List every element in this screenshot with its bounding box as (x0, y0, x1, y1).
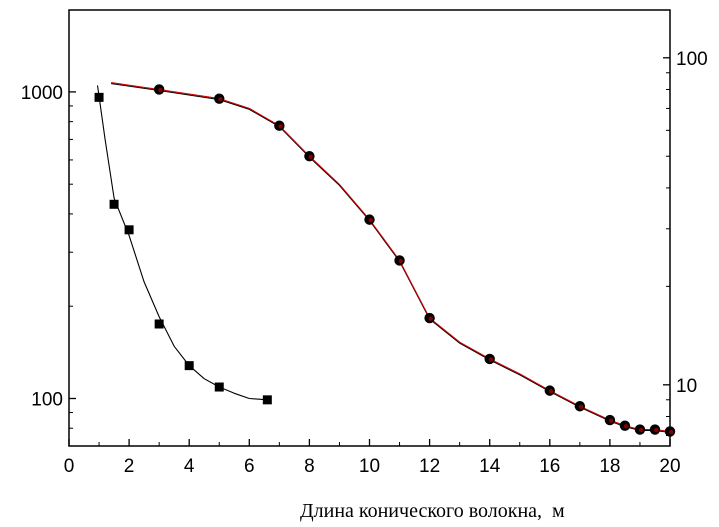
circle-marker-highlight (638, 427, 644, 433)
circle-marker-highlight (653, 427, 659, 433)
x-tick-label: 8 (304, 456, 315, 477)
circle-marker-highlight (578, 404, 584, 410)
circle-marker-highlight (623, 424, 629, 429)
circle-marker-highlight (398, 258, 403, 264)
series-1-shadow-line (111, 83, 671, 433)
x-tick-label: 16 (539, 456, 560, 477)
x-tick-label: 10 (359, 456, 380, 477)
y-right-tick-label: 10 (676, 376, 697, 397)
plot-frame (68, 9, 671, 447)
circle-marker-highlight (669, 429, 674, 435)
x-tick-label: 14 (479, 456, 501, 477)
series-1-line (111, 82, 671, 433)
y-left-tick-label: 100 (31, 390, 63, 411)
series-0-line (96, 85, 268, 401)
x-tick-label: 0 (64, 456, 75, 477)
square-marker (94, 92, 104, 102)
x-tick-label: 20 (659, 456, 680, 477)
circle-marker-highlight (218, 97, 223, 102)
circle-marker-highlight (548, 389, 554, 394)
x-tick-label: 18 (599, 456, 620, 477)
circle-marker-highlight (368, 218, 373, 223)
circle-marker-highlight (428, 316, 433, 321)
circle-marker-highlight (278, 124, 283, 129)
circle-marker-highlight (308, 154, 313, 160)
x-tick-label: 4 (184, 456, 195, 477)
x-tick-label: 6 (244, 456, 255, 477)
square-marker (214, 382, 224, 392)
square-marker (109, 199, 119, 209)
circle-marker-highlight (608, 418, 614, 423)
square-marker (262, 395, 272, 405)
circle-marker-highlight (158, 87, 163, 93)
square-marker (184, 361, 194, 371)
y-left-tick-label: 1000 (21, 83, 63, 104)
x-tick-label: 2 (124, 456, 135, 477)
y-right-tick-label: 100 (676, 49, 708, 70)
square-marker (154, 319, 164, 329)
x-axis-label: Длина конического волокна, м (300, 500, 565, 522)
x-tick-label: 12 (419, 456, 440, 477)
square-marker (124, 225, 134, 235)
circle-marker-highlight (488, 357, 494, 362)
